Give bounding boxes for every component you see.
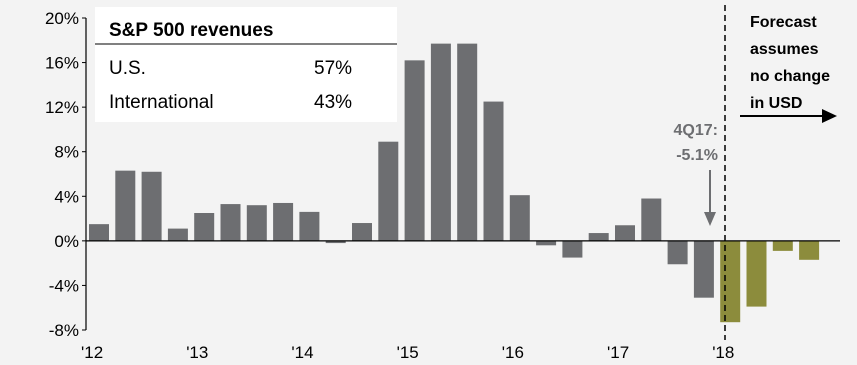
forecast-note: Forecast assumes no change in USD [740,14,837,123]
y-tick-label: 20% [45,9,79,28]
y-tick-label: 8% [54,143,79,162]
actual-bar [693,240,714,298]
actual-bar [246,205,267,241]
table-row-us-value: 57% [314,58,352,79]
actual-bar [299,211,320,241]
forecast-note-line4: in USD [750,95,802,112]
actual-bar [667,240,688,265]
x-axis-tick-labels: '12 '13 '14 '15 '16 '17 '18 [81,343,734,362]
x-tick-label: '16 [502,343,524,362]
table-row-intl-value: 43% [314,92,352,113]
y-tick-label: 16% [45,54,79,73]
actual-bar [378,141,399,241]
bars-group [89,43,820,323]
table-title: S&P 500 revenues [109,20,273,41]
y-tick-label: -8% [49,321,79,340]
actual-bar [509,195,530,241]
actual-bar [89,224,109,241]
annotation-4q17-line2: -5.1% [676,147,718,164]
actual-bar [562,240,583,258]
actual-bar [536,240,557,246]
y-tick-label: 12% [45,98,79,117]
forecast-note-line2: assumes [750,41,819,58]
table-row-us-label: U.S. [109,58,146,79]
actual-bar [404,60,425,241]
actual-bar [588,233,609,241]
actual-bar [194,213,215,241]
revenue-split-table: S&P 500 revenues U.S. 57% International … [95,7,397,122]
table-box [95,7,397,122]
x-tick-label: '18 [712,343,734,362]
forecast-bar [772,240,793,251]
annotation-arrow-head-icon [704,212,716,226]
forecast-bar [720,240,741,323]
x-tick-label: '14 [291,343,313,362]
actual-bar [325,240,346,244]
annotation-4q17-line1: 4Q17: [674,122,718,139]
actual-bar [115,170,136,241]
table-row-intl-label: International [109,92,214,113]
actual-bar [273,202,294,241]
actual-bar [641,198,662,241]
actual-bar [141,171,162,241]
actual-bar [220,204,241,241]
actual-bar [615,225,635,241]
forecast-bar [799,240,820,260]
x-tick-label: '13 [186,343,208,362]
y-tick-label: 0% [54,232,79,251]
x-tick-label: '17 [607,343,629,362]
actual-bar [167,228,188,241]
annotation-4q17: 4Q17: -5.1% [674,122,718,226]
actual-bar [352,223,372,241]
forecast-bar [746,240,767,307]
actual-bar [483,101,504,241]
y-axis-tick-labels: 20% 16% 12% 8% 4% 0% -4% -8% [45,9,86,340]
y-tick-label: -4% [49,276,79,295]
forecast-note-line1: Forecast [750,14,817,31]
forecast-note-line3: no change [750,68,830,85]
y-tick-label: 4% [54,187,79,206]
actual-bar [430,43,451,241]
forecast-arrow-head-icon [822,109,837,123]
x-tick-label: '12 [81,343,103,362]
x-tick-label: '15 [397,343,419,362]
actual-bar [457,43,478,241]
